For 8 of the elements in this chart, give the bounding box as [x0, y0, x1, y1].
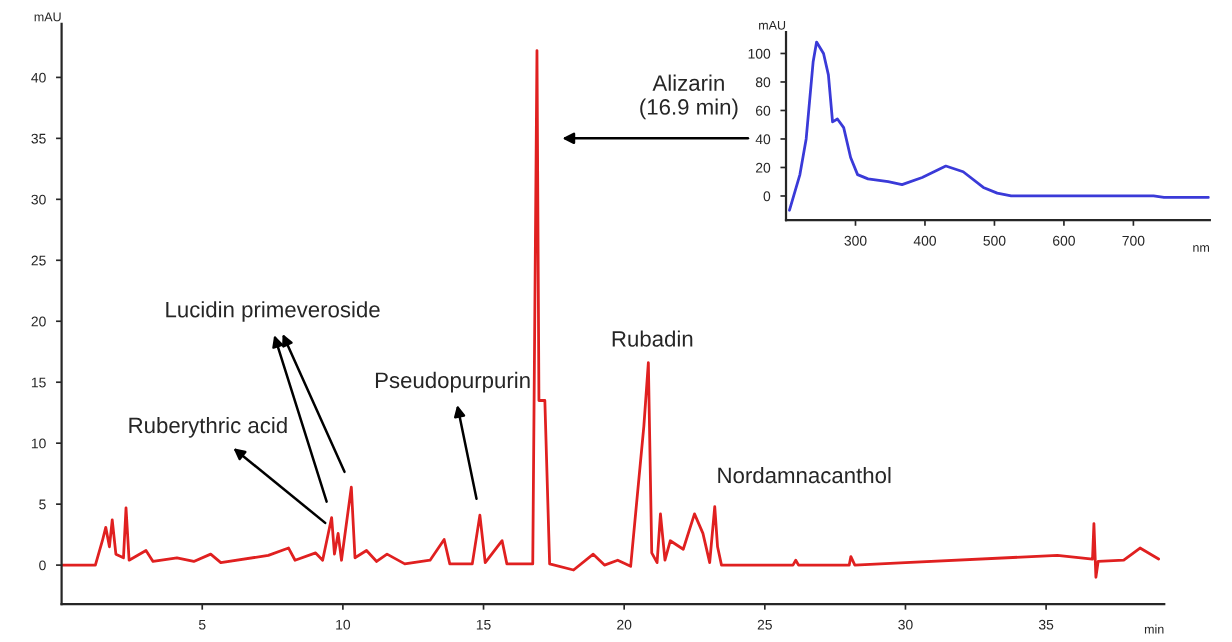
annotation: Nordamnacanthol: [718, 466, 891, 484]
annotation: Pseudopurpurin: [375, 371, 530, 393]
annotation: Lucidin primeveroside: [166, 301, 380, 322]
line-series: [61, 49, 1160, 579]
annotation: Ruberythric acid: [129, 416, 287, 438]
annotation: Rubadin: [612, 330, 693, 347]
annotation: Alizarin (16.9 min): [640, 74, 738, 120]
line-series: [788, 40, 1210, 212]
